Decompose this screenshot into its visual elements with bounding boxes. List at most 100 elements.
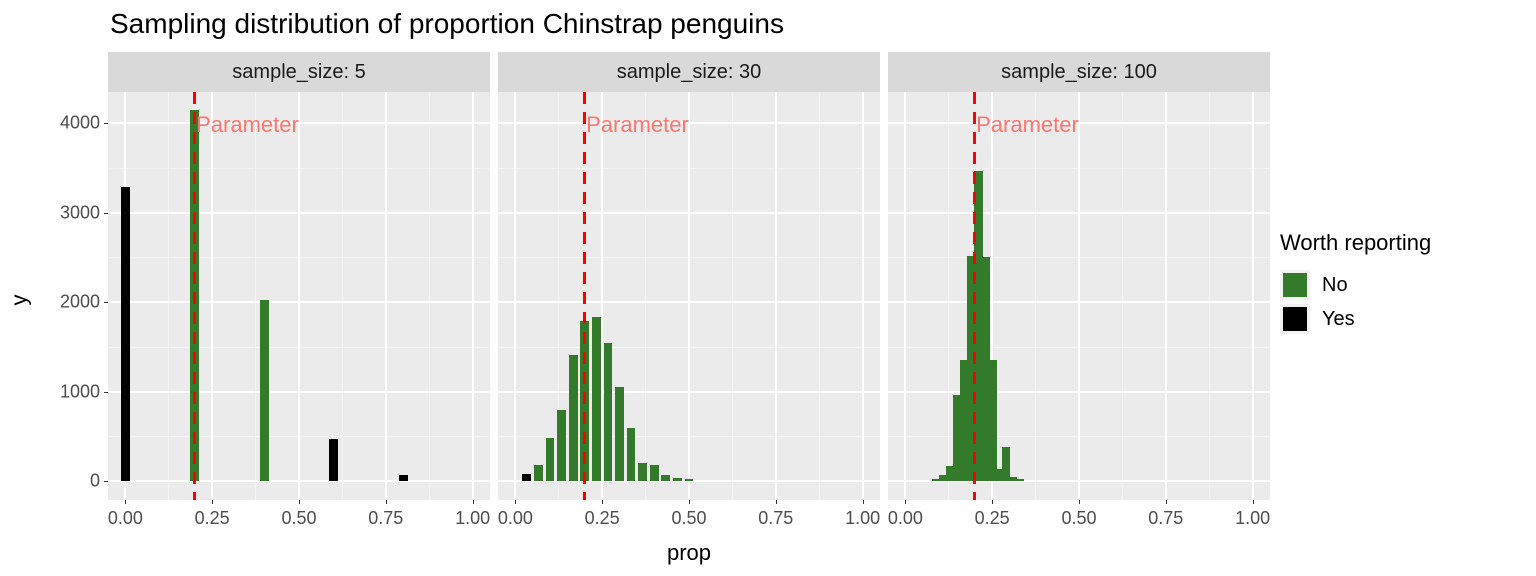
x-tick-label: 0.75: [368, 508, 403, 529]
parameter-vline: [193, 332, 196, 344]
parameter-vline: [193, 232, 196, 244]
x-tick-label: 0.25: [585, 508, 620, 529]
histogram-bar: [121, 187, 130, 481]
histogram-bar: [260, 300, 269, 481]
y-tick-label: 2000: [40, 292, 100, 313]
y-tick-label: 0: [40, 471, 100, 492]
legend-label: No: [1322, 274, 1348, 297]
histogram-bar: [569, 355, 578, 481]
parameter-vline: [973, 352, 976, 364]
histogram-bar: [546, 438, 555, 481]
parameter-vline: [973, 312, 976, 324]
x-tick-label: 1.00: [455, 508, 490, 529]
parameter-vline: [973, 152, 976, 164]
y-tick-label: 3000: [40, 202, 100, 223]
parameter-vline: [193, 452, 196, 464]
y-tick-label: 1000: [40, 381, 100, 402]
parameter-vline: [973, 172, 976, 184]
legend-key: [1280, 304, 1310, 334]
parameter-vline: [193, 312, 196, 324]
histogram-bar: [329, 439, 338, 481]
x-tick-label: 1.00: [1235, 508, 1270, 529]
y-tick-label: 4000: [40, 113, 100, 134]
histogram-bar: [650, 465, 659, 481]
x-tick-label: 0.75: [758, 508, 793, 529]
parameter-vline: [583, 232, 586, 244]
histogram-bar: [638, 463, 647, 481]
histogram-bar: [534, 465, 543, 481]
plot-area: Parameter: [108, 92, 490, 500]
parameter-vline: [583, 292, 586, 304]
parameter-vline: [973, 432, 976, 444]
parameter-vline: [973, 212, 976, 224]
y-axis-label: y: [7, 295, 33, 306]
facet-panel: sample_size: 30 Parameter: [498, 52, 880, 500]
x-axis-label: prop: [108, 540, 1270, 566]
parameter-vline: [973, 252, 976, 264]
parameter-vline: [973, 472, 976, 484]
x-tick-label: 0.25: [975, 508, 1010, 529]
histogram-bar: [522, 474, 531, 481]
histogram-bar: [988, 360, 997, 481]
plot-area: Parameter: [888, 92, 1270, 500]
parameter-vline: [193, 392, 196, 404]
parameter-vline: [193, 412, 196, 424]
parameter-vline: [583, 172, 586, 184]
parameter-vline: [193, 192, 196, 204]
parameter-vline: [973, 272, 976, 284]
parameter-vline: [193, 432, 196, 444]
histogram-bar: [615, 387, 624, 481]
histogram-bar: [557, 410, 566, 482]
parameter-vline: [583, 472, 586, 484]
parameter-vline: [583, 492, 586, 500]
legend-swatch: [1283, 273, 1307, 297]
parameter-vline: [583, 372, 586, 384]
legend-item: No: [1280, 270, 1431, 300]
parameter-vline: [193, 272, 196, 284]
parameter-vline: [583, 272, 586, 284]
parameter-vline: [193, 352, 196, 364]
parameter-vline: [583, 412, 586, 424]
parameter-vline: [583, 352, 586, 364]
x-tick-label: 0.50: [1061, 508, 1096, 529]
legend-label: Yes: [1322, 308, 1355, 331]
parameter-vline: [973, 292, 976, 304]
parameter-vline: [193, 292, 196, 304]
histogram-bar: [604, 343, 613, 482]
parameter-vline: [193, 252, 196, 264]
parameter-vline: [583, 452, 586, 464]
parameter-vline: [193, 472, 196, 484]
x-tick-label: 1.00: [845, 508, 880, 529]
chart-container: Sampling distribution of proportion Chin…: [0, 0, 1536, 576]
histogram-bar: [685, 479, 694, 481]
x-tick-label: 0.00: [888, 508, 923, 529]
parameter-annotation: Parameter: [586, 112, 689, 138]
parameter-vline: [193, 492, 196, 500]
legend-item: Yes: [1280, 304, 1431, 334]
parameter-vline: [583, 432, 586, 444]
histogram-bar: [661, 475, 670, 481]
parameter-vline: [973, 452, 976, 464]
parameter-vline: [583, 312, 586, 324]
x-tick-label: 0.50: [671, 508, 706, 529]
histogram-bar: [592, 317, 601, 482]
parameter-vline: [973, 372, 976, 384]
facet-strip: sample_size: 30: [498, 52, 880, 92]
parameter-annotation: Parameter: [196, 112, 299, 138]
x-tick-label: 0.00: [498, 508, 533, 529]
parameter-vline: [583, 252, 586, 264]
parameter-vline: [193, 172, 196, 184]
parameter-vline: [973, 192, 976, 204]
facet-panel: sample_size: 5 Parameter: [108, 52, 490, 500]
parameter-vline: [583, 212, 586, 224]
x-tick-label: 0.75: [1148, 508, 1183, 529]
parameter-vline: [193, 152, 196, 164]
x-tick-label: 0.50: [281, 508, 316, 529]
facet-strip: sample_size: 5: [108, 52, 490, 92]
histogram-bar: [399, 475, 408, 481]
facet-strip: sample_size: 100: [888, 52, 1270, 92]
parameter-vline: [973, 232, 976, 244]
parameter-vline: [193, 92, 196, 104]
plot-area: Parameter: [498, 92, 880, 500]
chart-title: Sampling distribution of proportion Chin…: [110, 8, 784, 40]
